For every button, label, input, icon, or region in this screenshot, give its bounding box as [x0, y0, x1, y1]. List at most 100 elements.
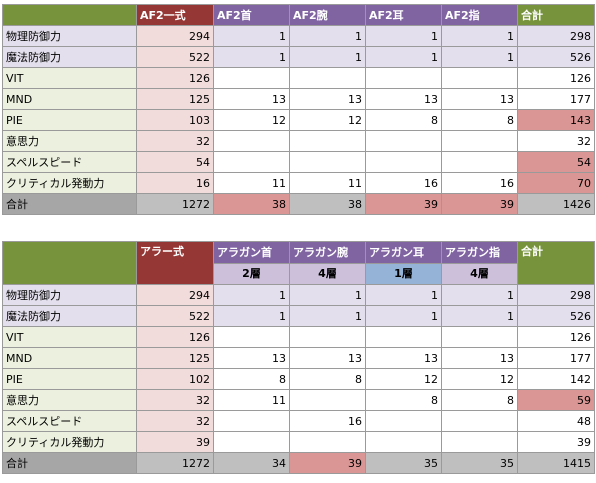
header-cell-arm: アラガン腕 [289, 241, 366, 264]
cell-highlight: 54 [517, 151, 595, 173]
cell-highlight: 143 [517, 109, 595, 131]
cell [441, 326, 518, 348]
cell: 32 [517, 130, 595, 152]
row-label: 物理防御力 [2, 25, 137, 47]
row-label: PIE [2, 109, 137, 131]
total-row: 合計 1272 34 39 35 35 1415 [2, 452, 595, 474]
cell-highlight: 70 [517, 172, 595, 194]
total-cell: 1426 [517, 193, 595, 215]
row-label: VIT [2, 67, 137, 89]
header-cell-set: アラー式 [136, 241, 214, 285]
cell: 13 [213, 88, 290, 110]
cell: 11 [213, 389, 290, 411]
cell: 298 [517, 284, 595, 306]
cell: 177 [517, 347, 595, 369]
total-label: 合計 [2, 452, 137, 474]
floor-badge: 4層 [441, 262, 518, 285]
cell: 1 [213, 305, 290, 327]
cell [213, 67, 290, 89]
table-row: クリティカル発動力 16 11 11 16 16 70 [2, 172, 595, 194]
cell: 13 [441, 347, 518, 369]
cell: 142 [517, 368, 595, 390]
table-row: PIE 102 8 8 12 12 142 [2, 368, 595, 390]
row-label: スペルスピード [2, 151, 137, 173]
cell [289, 130, 366, 152]
header-cell-total: 合計 [517, 4, 595, 26]
cell: 1 [441, 25, 518, 47]
cell: 8 [365, 109, 442, 131]
table-row: 意思力 32 11 8 8 59 [2, 389, 595, 411]
cell: 13 [289, 347, 366, 369]
cell: 8 [213, 368, 290, 390]
cell: 12 [441, 368, 518, 390]
total-cell: 1272 [136, 452, 214, 474]
cell: 1 [365, 46, 442, 68]
total-cell: 34 [213, 452, 290, 474]
total-cell-highlight: 38 [213, 193, 290, 215]
cell: 13 [365, 347, 442, 369]
cell: 11 [289, 172, 366, 194]
cell [441, 151, 518, 173]
row-label: VIT [2, 326, 137, 348]
table-row: VIT 126 126 [2, 67, 595, 89]
table-row: 魔法防御力 522 1 1 1 1 526 [2, 305, 595, 327]
cell: 16 [365, 172, 442, 194]
row-label: 魔法防御力 [2, 46, 137, 68]
cell: 1 [289, 305, 366, 327]
cell: 39 [136, 431, 214, 453]
cell: 16 [289, 410, 366, 432]
cell [213, 151, 290, 173]
table-row: 物理防御力 294 1 1 1 1 298 [2, 284, 595, 306]
row-label: 意思力 [2, 389, 137, 411]
cell: 1 [213, 46, 290, 68]
row-label: クリティカル発動力 [2, 172, 137, 194]
cell: 294 [136, 25, 214, 47]
cell: 13 [365, 88, 442, 110]
cell [289, 151, 366, 173]
total-cell-highlight: 39 [365, 193, 442, 215]
cell: 8 [365, 389, 442, 411]
total-cell: 38 [289, 193, 366, 215]
total-label: 合計 [2, 193, 137, 215]
cell: 1 [365, 25, 442, 47]
cell: 1 [365, 305, 442, 327]
cell [365, 410, 442, 432]
cell: 16 [136, 172, 214, 194]
cell [441, 130, 518, 152]
row-label: スペルスピード [2, 410, 137, 432]
cell [365, 130, 442, 152]
cell: 32 [136, 389, 214, 411]
header-cell-ear: アラガン耳 [365, 241, 442, 264]
cell: 125 [136, 347, 214, 369]
cell [289, 326, 366, 348]
cell: 32 [136, 410, 214, 432]
stats-table-af2: AF2一式 AF2首 AF2腕 AF2耳 AF2指 合計 物理防御力 294 1… [2, 4, 595, 215]
cell: 102 [136, 368, 214, 390]
row-label: PIE [2, 368, 137, 390]
total-cell-highlight: 39 [289, 452, 366, 474]
cell: 1 [365, 284, 442, 306]
cell: 177 [517, 88, 595, 110]
header-cell-finger: AF2指 [441, 4, 518, 26]
cell: 1 [213, 284, 290, 306]
cell: 48 [517, 410, 595, 432]
header-cell-blank [2, 241, 137, 285]
row-label: クリティカル発動力 [2, 431, 137, 453]
table-row: 物理防御力 294 1 1 1 1 298 [2, 25, 595, 47]
cell [213, 326, 290, 348]
total-cell: 35 [441, 452, 518, 474]
cell: 1 [213, 25, 290, 47]
cell: 12 [365, 368, 442, 390]
header-cell-neck: アラガン首 [213, 241, 290, 264]
total-row: 合計 1272 38 38 39 39 1426 [2, 193, 595, 215]
table-row: VIT 126 126 [2, 326, 595, 348]
cell: 16 [441, 172, 518, 194]
row-label: 物理防御力 [2, 284, 137, 306]
row-label: 魔法防御力 [2, 305, 137, 327]
cell [213, 130, 290, 152]
cell: 13 [213, 347, 290, 369]
header-cell-blank [2, 4, 137, 26]
cell: 1 [289, 25, 366, 47]
cell: 39 [517, 431, 595, 453]
cell [289, 431, 366, 453]
